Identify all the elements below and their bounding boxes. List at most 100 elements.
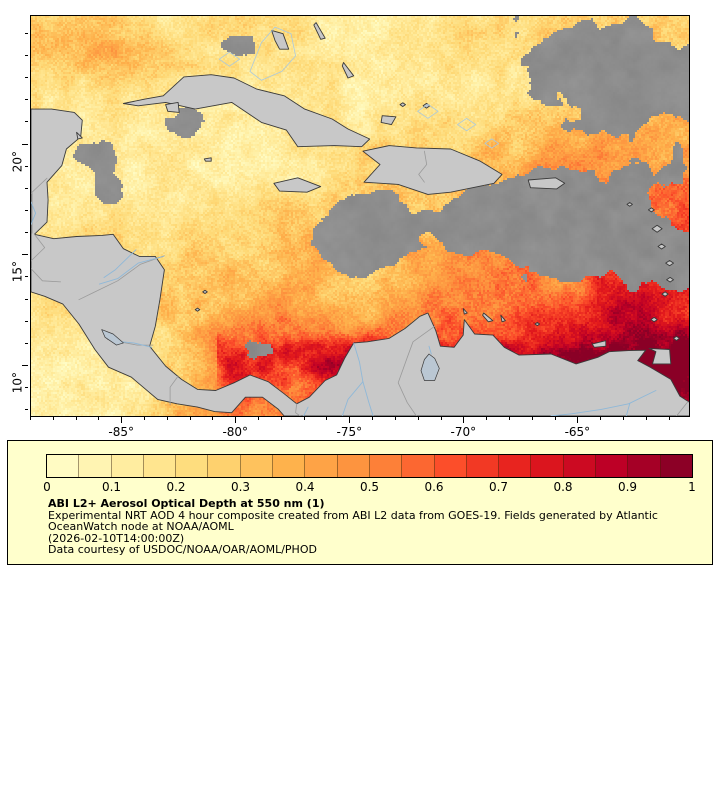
river <box>550 390 657 416</box>
country-border <box>676 401 689 416</box>
axis-tick <box>531 417 533 420</box>
colorbar-segment <box>305 455 338 477</box>
axis-tick <box>25 320 28 322</box>
axis-tick <box>75 417 77 420</box>
legend-text-block: ABI L2+ Aerosol Optical Depth at 550 nm … <box>48 498 658 556</box>
colorbar-segment <box>176 455 209 477</box>
x-axis-tick-label: -80° <box>222 425 249 439</box>
colorbar-segment <box>434 455 467 477</box>
colorbar-segment <box>79 455 112 477</box>
axis-tick <box>25 409 28 411</box>
river <box>341 381 364 416</box>
colorbar-tick-label: 0 <box>43 480 51 494</box>
axis-tick <box>508 417 510 420</box>
country-border <box>397 325 436 416</box>
landmass <box>76 131 83 140</box>
axis-tick <box>25 99 28 101</box>
axis-tick <box>166 417 168 420</box>
axis-tick <box>121 417 123 423</box>
landmass <box>462 308 468 315</box>
country-border <box>31 268 61 283</box>
axis-tick <box>258 417 260 420</box>
landmass <box>500 314 506 323</box>
country-border <box>418 150 428 183</box>
axis-tick <box>463 417 465 423</box>
landmass <box>673 335 680 341</box>
colorbar-segment <box>273 455 306 477</box>
colorbar-tick-label: 0.1 <box>101 480 122 494</box>
landmass <box>651 224 663 233</box>
axis-tick <box>600 417 602 420</box>
axis-tick <box>25 298 28 300</box>
x-axis-tick-label: -70° <box>450 425 477 439</box>
axis-tick <box>486 417 488 420</box>
river <box>98 255 164 285</box>
landmass <box>591 340 607 348</box>
shallow-bank-outline <box>218 51 241 67</box>
shallow-bank-outline <box>249 26 296 81</box>
axis-tick <box>417 417 419 420</box>
axis-tick <box>235 417 237 423</box>
axis-tick <box>22 365 28 367</box>
colorbar-tick-label: 0.4 <box>295 480 315 494</box>
x-axis-tick-label: -65° <box>564 425 591 439</box>
shallow-bank-outline <box>484 138 499 149</box>
colorbar-tick-label: 1 <box>688 480 696 494</box>
colorbar-segment <box>402 455 435 477</box>
axis-tick <box>25 187 28 189</box>
axis-tick <box>25 387 28 389</box>
colorbar-segment <box>143 455 177 477</box>
river <box>31 201 37 225</box>
colorbar-tick-label: 0.8 <box>553 480 573 494</box>
colorbar-segment <box>499 455 532 477</box>
axis-tick <box>303 417 305 420</box>
colorbar-segment <box>563 455 597 477</box>
axis-tick <box>22 143 28 145</box>
legend-panel: 0 0.1 0.2 0.3 0.4 0.5 0.6 0.7 0.8 0.9 1 ABI L2+ Ae… <box>7 440 713 565</box>
colorbar-segment <box>240 455 274 477</box>
landmass <box>380 115 397 126</box>
landmass <box>626 202 633 207</box>
landmass <box>661 291 669 297</box>
landmass <box>647 207 655 213</box>
x-axis-tick-label: -85° <box>108 425 135 439</box>
colorbar-tick-label: 0.3 <box>230 480 251 494</box>
axis-tick <box>622 417 624 420</box>
landmass <box>648 347 672 365</box>
country-border <box>295 403 301 416</box>
landmass <box>650 316 658 323</box>
shallow-bank-outline <box>457 118 477 132</box>
map-plot-area <box>30 15 690 417</box>
colorbar-segment <box>208 455 241 477</box>
axis-tick <box>22 254 28 256</box>
landmass <box>313 22 326 40</box>
landmass <box>122 74 371 148</box>
geography-overlay <box>31 22 689 416</box>
axis-tick <box>440 417 442 420</box>
country-border <box>31 177 48 194</box>
colorbar-segment <box>111 455 144 477</box>
axis-tick <box>326 417 328 420</box>
landmass <box>203 157 212 162</box>
landmass <box>362 145 503 195</box>
landmass <box>666 276 674 283</box>
axis-tick <box>25 121 28 123</box>
landmass <box>194 307 201 312</box>
landmass <box>534 322 541 327</box>
colorbar-tick-label: 0.6 <box>424 480 444 494</box>
axis-tick <box>144 417 146 420</box>
colorbar-tick-label: 0.9 <box>617 480 638 494</box>
y-axis-tick-label: 10° <box>10 372 25 394</box>
axis-tick <box>25 54 28 56</box>
colorbar-segment <box>369 455 403 477</box>
colorbar-segment <box>466 455 500 477</box>
country-border <box>169 375 179 406</box>
river <box>121 341 153 348</box>
landmass <box>657 243 666 250</box>
river <box>428 345 432 355</box>
legend-timestamp: (2026-02-10T14:00:00Z) <box>48 531 185 545</box>
axis-tick <box>189 417 191 420</box>
legend-credit: Data courtesy of USDOC/NOAA/OAR/AOML/PHO… <box>48 543 317 557</box>
legend-title: ABI L2+ Aerosol Optical Depth at 550 nm … <box>48 497 325 510</box>
